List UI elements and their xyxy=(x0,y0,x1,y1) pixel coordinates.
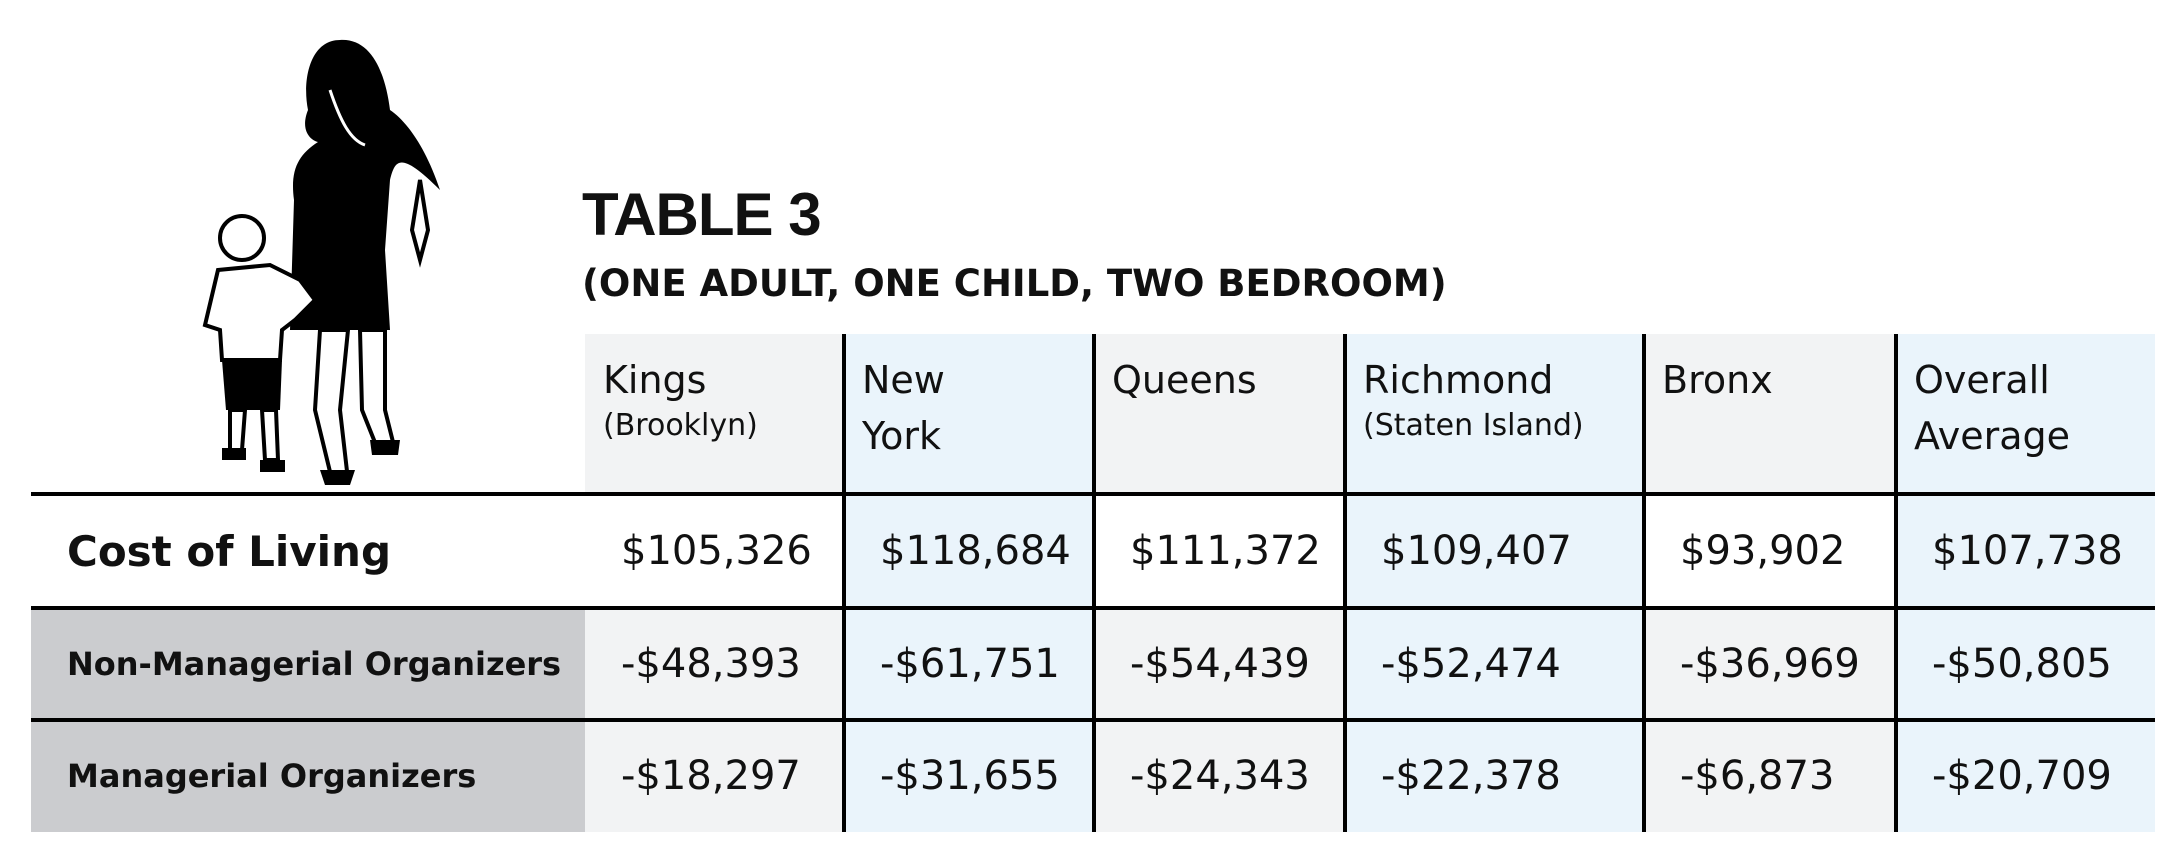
column-header: Kings (Brooklyn) xyxy=(585,334,844,494)
title: TABLE 3 xyxy=(582,181,822,248)
cell: -$24,343 xyxy=(1094,720,1345,832)
cell: $105,326 xyxy=(585,494,844,608)
column-rule xyxy=(1894,334,1898,832)
cell: -$52,474 xyxy=(1345,608,1644,720)
column-rule xyxy=(1642,334,1646,832)
cell: -$61,751 xyxy=(844,608,1094,720)
column-name: Bronx xyxy=(1662,358,1773,402)
column-name: Kings xyxy=(603,358,707,402)
cell: -$54,439 xyxy=(1094,608,1345,720)
column-header: Bronx xyxy=(1644,334,1896,494)
column-note: (Brooklyn) xyxy=(603,408,758,443)
cell: -$22,378 xyxy=(1345,720,1644,832)
cell: -$48,393 xyxy=(585,608,844,720)
cell: $107,738 xyxy=(1896,494,2155,608)
cell: -$50,805 xyxy=(1896,608,2155,720)
column-header: Queens xyxy=(1094,334,1345,494)
column-name: New York xyxy=(862,358,945,458)
cell: -$36,969 xyxy=(1644,608,1896,720)
row-label: Managerial Organizers xyxy=(31,720,585,832)
cell: -$18,297 xyxy=(585,720,844,832)
cell: -$31,655 xyxy=(844,720,1094,832)
cell: -$6,873 xyxy=(1644,720,1896,832)
subtitle: (ONE ADULT, ONE CHILD, TWO BEDROOM) xyxy=(582,262,1447,305)
row-label: Non-Managerial Organizers xyxy=(31,608,585,720)
column-rule xyxy=(1343,334,1347,832)
column-header: Overall Average xyxy=(1896,334,2155,494)
column-header: New York xyxy=(844,334,1094,494)
row-label: Cost of Living xyxy=(31,494,585,608)
cell: -$20,709 xyxy=(1896,720,2155,832)
column-note: (Staten Island) xyxy=(1363,408,1584,443)
column-name: Overall Average xyxy=(1914,358,2071,458)
column-rule xyxy=(1092,334,1096,832)
cell: $109,407 xyxy=(1345,494,1644,608)
illustration xyxy=(202,39,440,485)
column-name: Richmond xyxy=(1363,358,1554,402)
cell: $118,684 xyxy=(844,494,1094,608)
column-header: Richmond (Staten Island) xyxy=(1345,334,1644,494)
column-rule xyxy=(842,334,846,832)
cell: $93,902 xyxy=(1644,494,1896,608)
column-name: Queens xyxy=(1112,358,1257,402)
cell: $111,372 xyxy=(1094,494,1345,608)
